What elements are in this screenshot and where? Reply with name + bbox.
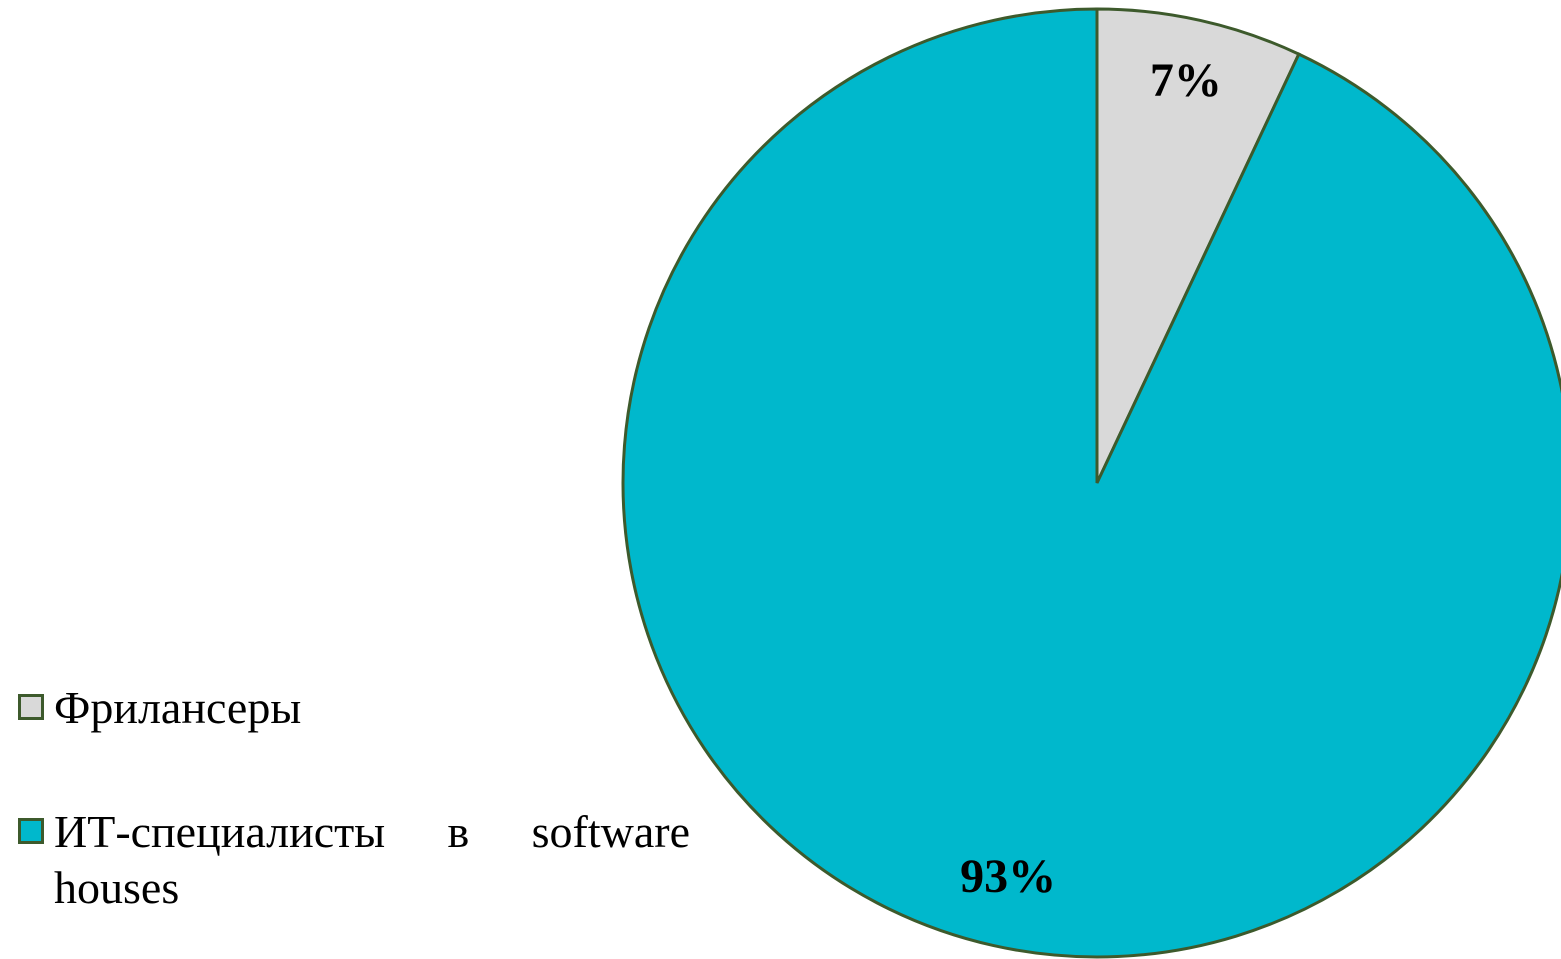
legend-item: Фрилансеры	[18, 680, 690, 736]
legend-label: Фрилансеры	[54, 682, 302, 733]
legend-item: ИТ-специалисты в software houses	[18, 804, 690, 916]
legend-swatch	[18, 694, 44, 720]
legend-swatch	[18, 818, 44, 844]
legend: Фрилансеры ИТ-специалисты в software hous…	[18, 680, 690, 959]
legend-label: ИТ-специалисты в software houses	[54, 806, 690, 913]
data-label: 93%	[960, 850, 1056, 903]
pie-slice	[1095, 7, 1301, 484]
pie-slice	[621, 7, 1561, 959]
data-label: 7%	[1150, 54, 1222, 107]
